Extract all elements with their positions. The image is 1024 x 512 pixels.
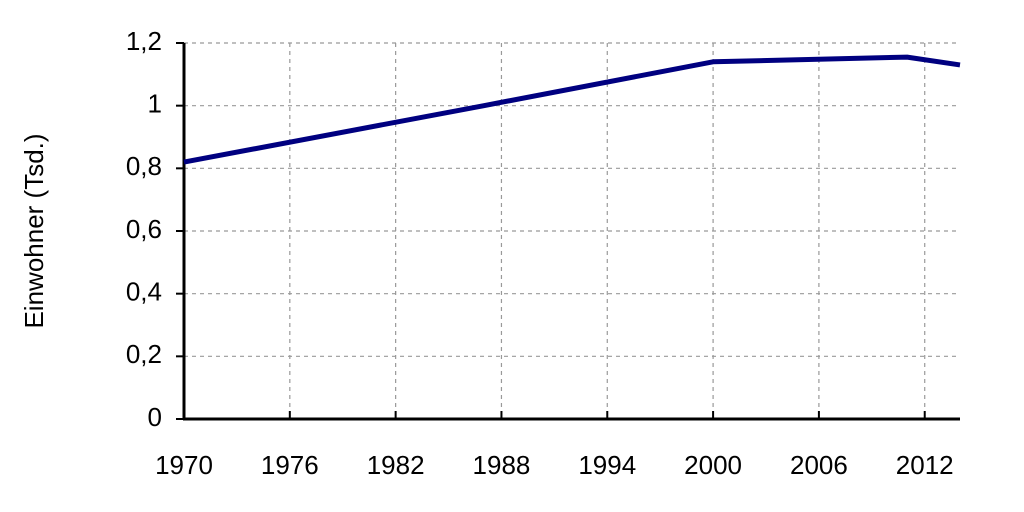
y-tick-label: 0,2 [126, 339, 162, 369]
x-tick-label: 1976 [261, 450, 319, 480]
x-tick-label: 1982 [367, 450, 425, 480]
y-tick-label: 0,4 [126, 277, 162, 307]
y-tick-label: 1,2 [126, 26, 162, 56]
x-tick-label: 2000 [684, 450, 742, 480]
data-line [183, 54, 961, 165]
y-tick-label: 0 [148, 402, 162, 432]
x-tick-label: 2012 [896, 450, 954, 480]
y-tick-label: 0,6 [126, 214, 162, 244]
x-tick-label: 2006 [790, 450, 848, 480]
y-tick-label: 1 [148, 89, 162, 119]
y-tick-label: 0,8 [126, 151, 162, 181]
x-tick-label: 1994 [578, 450, 636, 480]
y-axis-label: Einwohner (Tsd.) [19, 133, 49, 328]
x-tick-label: 1988 [473, 450, 531, 480]
x-tick-label: 1970 [155, 450, 213, 480]
